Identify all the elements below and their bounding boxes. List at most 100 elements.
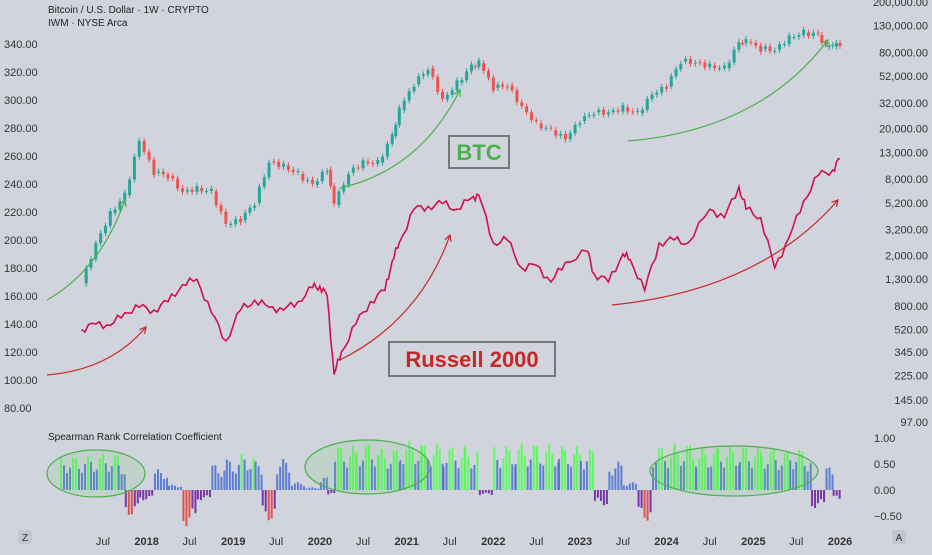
corr-bar [811,490,814,507]
btc-candle [282,163,286,167]
corr-bar [835,490,838,496]
btc-candle [583,115,587,122]
btc-candle [660,86,664,93]
arrow-iwm-2018 [46,326,147,376]
corr-bar [763,468,766,490]
corr-bar [542,465,545,490]
btc-candle [549,127,553,129]
corr-bar [608,471,611,490]
corr-bar [611,475,614,490]
btc-candle [310,179,314,184]
corr-bar [523,455,526,490]
y-axis-left: 340.00 320.00 300.00 280.00 260.00 240.00 220.… [4,39,38,415]
corr-bar [582,469,585,490]
iwm-label: Russell 2000 [405,347,538,372]
x-tick-2: Jul [183,536,197,548]
corr-bar [505,446,508,490]
btc-candle [698,62,702,64]
y-tick-left-3: 280.00 [4,123,38,135]
x-tick-7: 2021 [394,536,418,548]
corr-bar [499,467,502,490]
corr-bar [402,464,405,490]
corr-bar [220,476,223,490]
corr-bar [685,446,688,490]
btc-candle [718,68,722,70]
x-tick-6: Jul [356,536,370,548]
corr-bar [481,490,484,494]
btc-candle [381,156,385,163]
corr-bar [333,490,336,493]
corr-bar [176,487,179,490]
corr-bar [806,471,809,490]
corr-bar [558,458,561,490]
corr-bar [117,465,120,490]
btc-candle [797,35,801,37]
btc-candle [778,44,782,50]
corr-bar [252,457,255,490]
x-tick-14: Jul [703,536,717,548]
corr-bar [729,446,732,490]
btc-candle [602,109,606,115]
btc-candle [544,127,548,129]
btc-candle [262,177,266,187]
btc-candle [185,189,189,192]
y-tick-left-2: 300.00 [4,95,38,107]
y-tick-corr-1: 0.50 [874,459,895,471]
btc-candle [272,161,276,163]
btc-candle [831,45,835,47]
btc-candle [744,39,748,44]
arrow-iwm-2018-head [139,326,147,334]
btc-candle [645,98,649,110]
corr-bar [214,465,217,490]
y-axis-right: 200,000.00 130,000.00 80,000.00 52,000.00 32… [873,0,928,429]
btc-candle [417,76,421,85]
corr-bar [625,485,628,490]
x-tick-0: Jul [96,536,110,548]
btc-candle [176,178,180,189]
annotations [46,39,839,376]
zoom-button[interactable] [18,530,32,544]
corr-bar [432,455,435,490]
corr-bar [90,461,92,490]
corr-bar [701,448,704,490]
corr-bar [803,466,806,490]
corr-bar [738,462,741,490]
y-tick-right-17: 97.00 [900,417,928,429]
x-tick-5: 2020 [308,536,332,548]
corr-bar [104,463,107,490]
corr-bar [389,464,392,490]
corr-bar [673,443,676,490]
btc-candle [180,188,184,192]
y-tick-left-5: 240.00 [4,179,38,191]
btc-candle [684,59,688,62]
corr-bar [299,483,302,490]
corr-bar [60,456,62,490]
x-tick-10: Jul [529,536,543,548]
y-axis-correlation: 1.00 0.50 0.00 −0.50 [874,433,902,523]
corr-bar [408,440,411,490]
btc-candle [473,66,477,68]
btc-candle [147,151,151,160]
corr-bar [162,478,165,490]
btc-candle [597,109,601,113]
btc-candle [482,63,486,71]
corr-bar [367,445,370,490]
auto-scale-button[interactable] [892,530,906,544]
btc-candle [315,181,319,185]
corr-bar [392,451,395,490]
corr-bar [670,457,673,490]
arrow-btc-2021-head [453,88,461,98]
arrow-btc-2025-head [821,39,829,48]
arrow-btc-2018-head [119,198,127,208]
x-tick-4: Jul [269,536,283,548]
arrow-btc-2021 [339,89,461,189]
corr-bar [120,474,123,490]
corr-bar [710,466,713,490]
corr-bar [661,447,664,490]
corr-bar [133,490,136,507]
corr-bar [136,490,139,504]
btc-candle [754,42,758,46]
corr-bar [182,490,185,522]
corr-bar [732,452,735,490]
corr-bar [679,465,682,490]
